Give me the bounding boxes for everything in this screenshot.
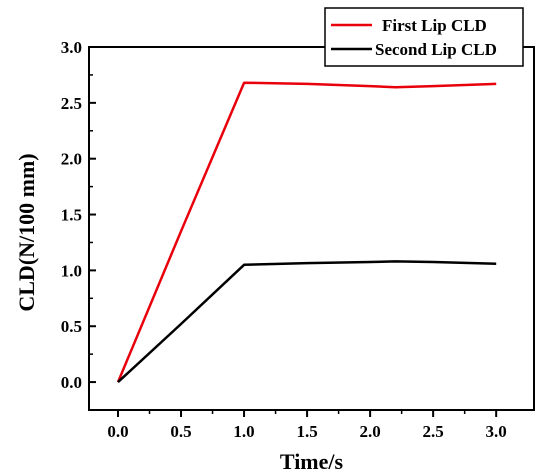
x-tick-label: 3.0: [486, 422, 507, 441]
x-axis-ticks: 0.0 0.5 1.0 1.5 2.0 2.5 3.0: [107, 410, 507, 441]
x-tick-label: 0.5: [170, 422, 191, 441]
plot-frame: [88, 46, 535, 411]
legend-label-first-lip: First Lip CLD: [382, 16, 487, 35]
legend-label-second-lip: Second Lip CLD: [375, 40, 497, 59]
series-line-second-lip: [117, 260, 497, 384]
y-tick-label: 2.5: [61, 94, 82, 113]
series-line-first-lip: [116, 81, 497, 383]
plot-border: [88, 46, 535, 411]
legend: First Lip CLD Second Lip CLD: [324, 7, 524, 67]
y-tick-label: 1.0: [61, 261, 82, 280]
x-tick-label: 1.5: [296, 422, 317, 441]
y-tick-label: 0.5: [61, 317, 82, 336]
y-axis-ticks: 0.0 0.5 1.0 1.5 2.0 2.5 3.0: [61, 38, 96, 392]
y-axis-title: CLD(N/100 mm): [14, 153, 39, 311]
x-tick-label: 0.0: [107, 422, 128, 441]
y-tick-label: 3.0: [61, 38, 82, 57]
y-tick-label: 0.0: [61, 373, 82, 392]
x-tick-label: 1.0: [233, 422, 254, 441]
y-tick-label: 2.0: [61, 150, 82, 169]
x-tick-label: 2.5: [423, 422, 444, 441]
x-tick-label: 2.0: [359, 422, 380, 441]
y-tick-label: 1.5: [61, 206, 82, 225]
legend-box: [324, 7, 524, 67]
series-layer: [116, 81, 497, 384]
x-axis-title: Time/s: [280, 449, 344, 474]
